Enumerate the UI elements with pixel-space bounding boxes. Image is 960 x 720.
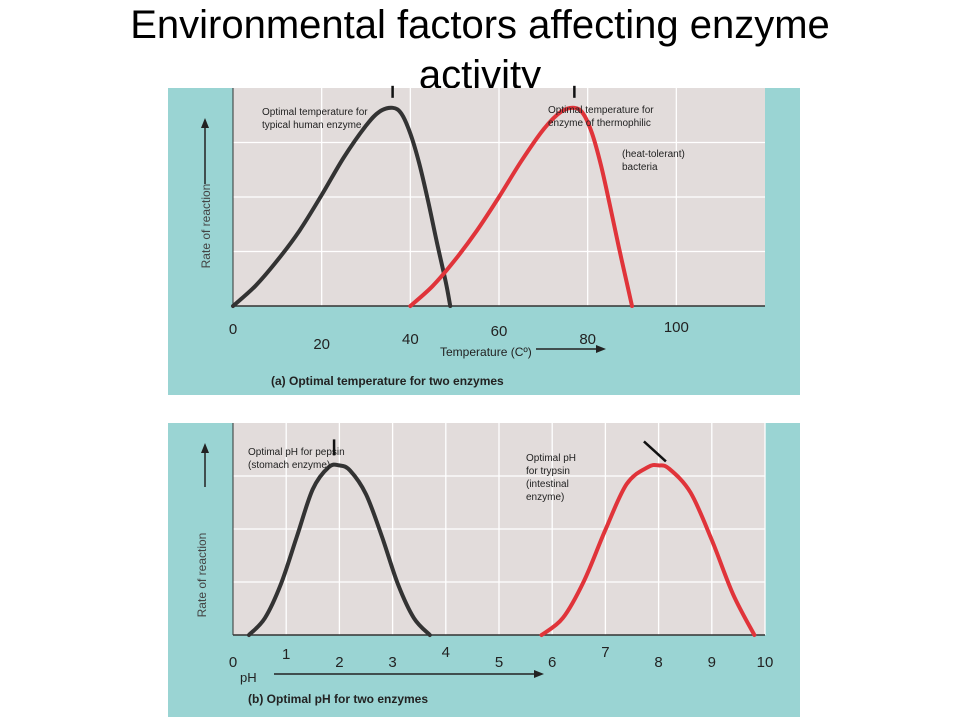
y-axis-label: Rate of reaction bbox=[195, 533, 209, 618]
x-tick-label-2: 2 bbox=[335, 654, 343, 671]
annotation-1-line-0: Optimal temperature for bbox=[548, 105, 654, 116]
x-tick-label-5: 5 bbox=[495, 654, 503, 671]
x-axis-arrowhead-icon bbox=[596, 345, 606, 353]
x-tick-label-3: 3 bbox=[388, 654, 396, 671]
annotation-1-line-1: enzyme of thermophilic bbox=[548, 118, 651, 129]
temperature-chart: 0 20 40 60 80 100 Optimal temperature for typic… bbox=[199, 85, 765, 388]
y-axis-arrowhead-icon bbox=[201, 443, 209, 453]
y-axis-label: Rate of reaction bbox=[199, 184, 213, 269]
x-tick-label-40: 40 bbox=[402, 331, 419, 348]
annotation-0-line-1: typical human enzyme bbox=[262, 120, 362, 131]
x-tick-label-60: 60 bbox=[491, 323, 508, 340]
annotation-0-line-0: Optimal temperature for bbox=[262, 107, 368, 118]
annotation-1-line-1: for trypsin bbox=[526, 466, 570, 477]
annotation-1-line-0: Optimal pH bbox=[526, 453, 576, 464]
annotation-1-line-3: enzyme) bbox=[526, 492, 564, 503]
slide-title: Environmental factors affecting enzyme a… bbox=[0, 0, 960, 100]
x-tick-label-8: 8 bbox=[654, 654, 662, 671]
x-axis-label: Temperature (Cº) bbox=[440, 345, 532, 359]
slide-title-line-1: Environmental factors affecting enzyme bbox=[130, 3, 830, 47]
series-curve-0 bbox=[231, 105, 453, 308]
temperature-chart-panel: 0 20 40 60 80 100 Optimal temperature for typic… bbox=[168, 85, 800, 395]
x-tick-label-7: 7 bbox=[601, 644, 609, 661]
x-tick-label-1: 1 bbox=[282, 646, 290, 663]
annotation-0-line-0: Optimal pH for pepsin bbox=[248, 447, 345, 458]
x-tick-label-100: 100 bbox=[664, 319, 689, 336]
x-tick-label-20: 20 bbox=[313, 336, 330, 353]
series-curve-1 bbox=[539, 462, 757, 637]
optimum-marker-1 bbox=[643, 440, 667, 463]
x-tick-label-0: 0 bbox=[229, 321, 237, 338]
ph-chart: 0 1 2 3 4 5 6 7 8 9 10 Optimal pH for pepsin (stomac… bbox=[195, 423, 774, 706]
series-curve-0 bbox=[246, 462, 432, 637]
annotation-1-line-2: (intestinal bbox=[526, 479, 569, 490]
x-tick-label-9: 9 bbox=[708, 654, 716, 671]
x-tick-label-80: 80 bbox=[579, 331, 596, 348]
x-axis-arrowhead-icon bbox=[534, 670, 544, 678]
chart-caption: (a) Optimal temperature for two enzymes bbox=[271, 374, 504, 388]
x-tick-label-6: 6 bbox=[548, 654, 556, 671]
annotation-0-line-1: (stomach enzyme) bbox=[248, 460, 330, 471]
annotation-1-extra-line-1: bacteria bbox=[622, 162, 658, 173]
series-curve-1 bbox=[408, 105, 634, 308]
x-axis-label: pH bbox=[240, 670, 257, 685]
x-tick-label-10: 10 bbox=[757, 654, 774, 671]
x-tick-label-0: 0 bbox=[229, 654, 237, 671]
chart-caption: (b) Optimal pH for two enzymes bbox=[248, 692, 428, 706]
ph-chart-panel: 0 1 2 3 4 5 6 7 8 9 10 Optimal pH for pepsin (stomac… bbox=[168, 423, 800, 717]
annotation-1-extra-line-0: (heat-tolerant) bbox=[622, 149, 685, 160]
y-axis-arrowhead-icon bbox=[201, 118, 209, 128]
x-tick-label-4: 4 bbox=[442, 644, 450, 661]
